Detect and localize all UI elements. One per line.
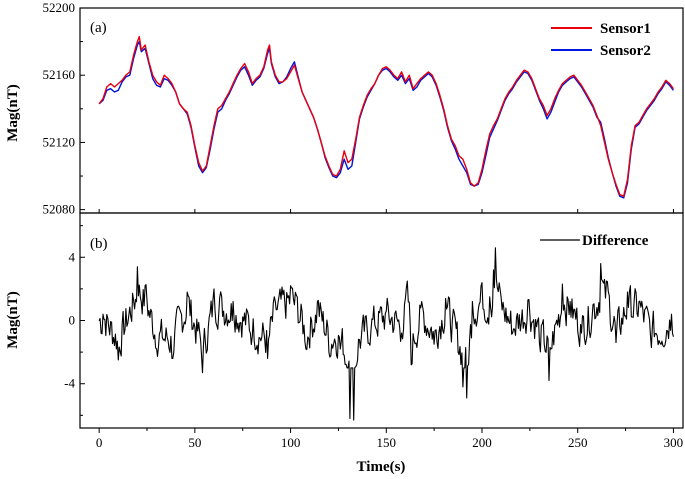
series-line-sensor1 <box>98 35 674 197</box>
panel-a-y-axis: 52080 52120 52160 52200 <box>43 0 85 217</box>
panel-b-y-axis: -4 0 4 <box>64 225 85 416</box>
x-tick-label: 0 <box>96 435 103 450</box>
panel-b-difference: (b) -4 0 4 0 50 100 150 200 250 300 Difference <box>64 209 684 450</box>
panel-b-ytick-label: 0 <box>69 313 76 328</box>
x-axis-title: Time(s) <box>357 459 406 475</box>
legend-sensor1-label: Sensor1 <box>600 21 651 37</box>
panel-b-ylabel: Mag(nT) <box>5 291 21 349</box>
panel-b-x-axis: 0 50 100 150 200 250 300 <box>96 209 683 450</box>
panel-a-ylabel: Mag(nT) <box>5 84 21 142</box>
series-line-sensor2 <box>98 40 674 199</box>
panel-a-ytick-label: 52120 <box>43 134 76 149</box>
x-tick-label: 50 <box>188 435 201 450</box>
panel-a-ytick-label: 52160 <box>43 67 76 82</box>
panel-b-ytick-label: 4 <box>69 249 76 264</box>
legend-difference-label: Difference <box>582 233 649 249</box>
panel-b-ytick-label: -4 <box>64 376 75 391</box>
series-line-difference <box>98 247 674 421</box>
x-tick-label: 150 <box>377 435 397 450</box>
panel-b-label: (b) <box>90 236 108 252</box>
panel-b-legend: Difference <box>540 233 649 249</box>
panel-b-plot-area <box>98 247 674 421</box>
panel-a-legend: Sensor1 Sensor2 <box>551 21 651 59</box>
x-tick-label: 100 <box>281 435 301 450</box>
panel-a-ytick-label: 52080 <box>43 202 76 217</box>
panel-a-frame <box>79 7 684 214</box>
x-tick-label: 300 <box>664 435 684 450</box>
panel-a-plot-area <box>98 35 674 199</box>
panel-a-sensors: (a) 52080 52120 52160 52200 Sensor1 Sensor2 <box>43 0 684 217</box>
panel-a-ytick-label: 52200 <box>43 0 76 15</box>
legend-sensor2-label: Sensor2 <box>600 43 651 59</box>
x-tick-label: 200 <box>472 435 492 450</box>
x-tick-label: 250 <box>568 435 588 450</box>
panel-a-label: (a) <box>90 20 107 36</box>
